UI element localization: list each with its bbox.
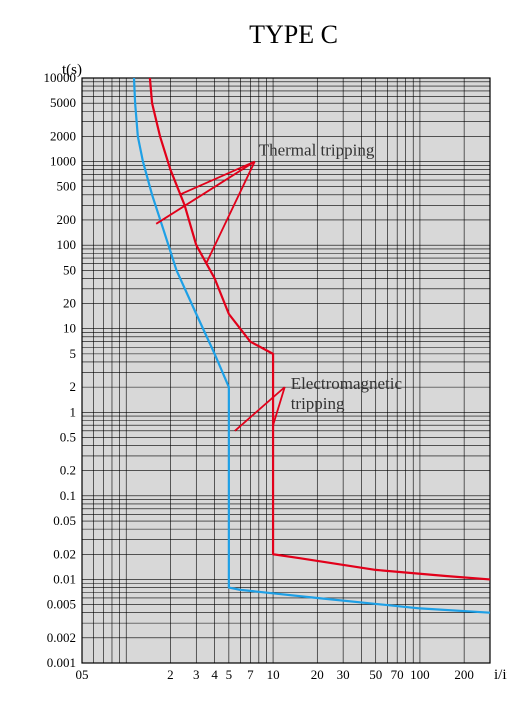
y-tick-label: 100 [57,237,77,252]
y-tick-label: 10 [63,321,76,336]
x-tick-label: 30 [337,667,350,682]
y-tick-label: 1 [70,404,77,419]
y-tick-label: 5000 [50,95,76,110]
y-tick-label: 0.1 [60,488,76,503]
x-tick-label: 70 [391,667,404,682]
y-tick-label: 2 [70,379,77,394]
x-tick-label: 100 [410,667,430,682]
y-tick-label: 200 [57,212,77,227]
y-tick-label: 0.005 [47,597,76,612]
y-tick-label: 0.5 [60,429,76,444]
y-tick-label: 2000 [50,128,76,143]
y-tick-label: 0.01 [53,571,76,586]
electro-annotation-1: Electromagnetic [291,374,403,393]
y-tick-label: 0.05 [53,513,76,528]
x-tick-label: 4 [211,667,218,682]
y-tick-label: 1000 [50,154,76,169]
x-tick-label: 05 [76,667,89,682]
x-tick-label: 20 [311,667,324,682]
y-tick-label: 20 [63,296,76,311]
x-tick-label: 7 [247,667,254,682]
y-tick-label: 0.001 [47,655,76,670]
x-tick-label: 50 [369,667,382,682]
x-axis-label: i/in [494,667,507,683]
y-tick-label: 500 [57,179,77,194]
x-tick-label: 5 [226,667,233,682]
y-axis-label: t(s) [62,62,82,78]
x-tick-label: 200 [454,667,474,682]
x-tick-label: 10 [267,667,280,682]
thermal-annotation: Thermal tripping [259,141,375,160]
y-tick-label: 0.2 [60,463,76,478]
electro-annotation-2: tripping [291,394,345,413]
chart-title: TYPE C [60,20,507,50]
y-tick-label: 0.02 [53,546,76,561]
x-tick-label: 3 [193,667,200,682]
tripping-chart: 0.001 0.002 0.005 0.01 0.02 0.05 0.1 0.2 0.5 1 2 5 1… [20,58,507,698]
y-tick-label: 5 [70,346,77,361]
y-tick-label: 0.002 [47,630,76,645]
y-tick-label: 50 [63,262,76,277]
x-tick-label: 2 [167,667,174,682]
